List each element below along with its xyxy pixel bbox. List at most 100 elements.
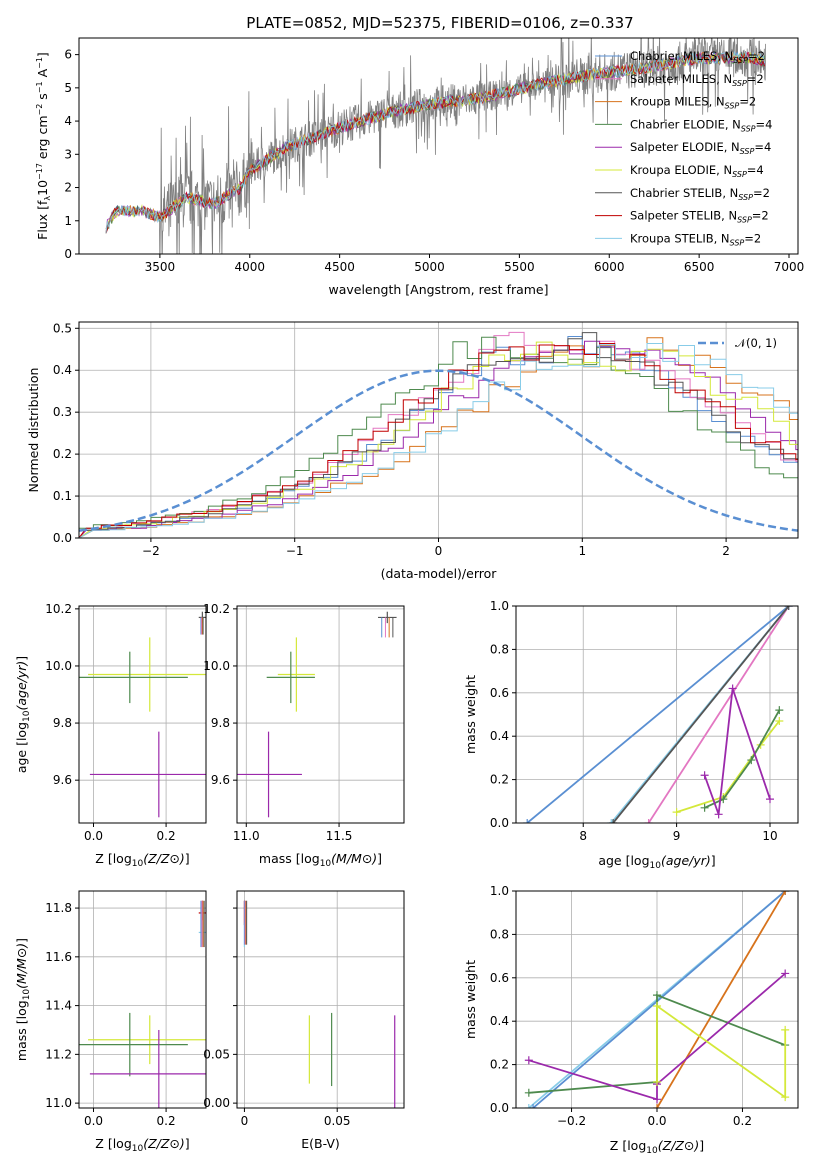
series-chabrier-miles (532, 891, 786, 1108)
y-tick-label: 10.2 (203, 602, 230, 616)
y-tick-label: 0.05 (203, 1047, 230, 1061)
histogram-chabrier-stelib (79, 332, 798, 538)
y-tick-label: 10.0 (203, 659, 230, 673)
panel-1: 3500 4000 4500 5000 5500 6000 6500 7000 0 1 2 3 4 5 6 C… (35, 37, 805, 297)
axes-frame (236, 890, 405, 1109)
x-tick-label: 8 (579, 829, 587, 843)
x-tick-label: −0.2 (557, 1114, 586, 1128)
legend: 𝒩(0, 1) (698, 336, 777, 350)
histogram-kroupa-miles (79, 337, 798, 538)
histogram-salpeter-stelib (79, 343, 798, 538)
y-tick-label: 11.4 (45, 999, 72, 1013)
marker-salpeter-elodie (714, 810, 723, 819)
y-tick-label: 0.4 (53, 363, 72, 377)
y-tick-label: 10.2 (45, 602, 72, 616)
panel-3: 0.0 0.2 9.6 9.8 10.0 10.2 Z [log10(Z/Z⊙)] age [… (14, 602, 207, 869)
y-tick-label: 0.00 (203, 1096, 230, 1110)
y-tick-label: 0.4 (490, 729, 509, 743)
plot-area (237, 611, 397, 818)
y-tick-label: 0.2 (490, 773, 509, 787)
series-chabrier-stelib (612, 606, 790, 823)
x-tick-label: 5500 (504, 260, 535, 274)
x-axis-label: Z [log10(Z/Z⊙)] (95, 851, 189, 869)
marker-chabrier-elodie (653, 991, 661, 1000)
marker-kroupa-stelib (607, 819, 616, 823)
marker-kroupa-elodie (653, 1077, 661, 1086)
series-salpeter-elodie (703, 688, 771, 815)
observed-spectrum (105, 38, 766, 254)
legend-label-chabrier-elodie: Chabrier ELODIE, NSSP=4 (630, 117, 772, 133)
axes-frame (236, 605, 405, 824)
legend-label-salpeter-elodie: Salpeter ELODIE, NSSP=4 (630, 140, 771, 156)
y-axis-label: Flux [fλ10−17 erg cm−2 s−1 A−1] (35, 52, 52, 240)
marker-chabrier-miles (523, 819, 532, 823)
y-axis-label: age [log10(age/yr)] (14, 656, 32, 773)
plot-area (79, 331, 798, 538)
y-tick-label: 11.0 (45, 1096, 72, 1110)
marker-salpeter-elodie (653, 1095, 661, 1104)
x-axis-label: wavelength [Angstrom, rest frame] (328, 282, 548, 297)
y-tick-label: 0 (64, 247, 72, 261)
marker-salpeter-miles (644, 819, 653, 823)
y-axis-label: mass [log10(M/M⊙)] (14, 938, 32, 1061)
panel-4: 11.0 11.5 9.6 9.8 10.0 10.2 mass [log10(M/M⊙)] (203, 602, 405, 869)
marker-kroupa-elodie (775, 717, 784, 726)
marker-chabrier-stelib (609, 819, 618, 823)
marker-salpeter-elodie (524, 1056, 533, 1065)
legend-label-chabrier-stelib: Chabrier STELIB, NSSP=2 (630, 186, 770, 202)
x-tick-label: 5000 (414, 260, 445, 274)
y-tick-label: 0.3 (53, 405, 72, 419)
y-axis-label: mass weight (463, 960, 478, 1039)
legend-label-salpeter-stelib: Salpeter STELIB, NSSP=2 (630, 209, 769, 225)
x-tick-label: 0 (435, 544, 443, 558)
x-tick-label: 11.0 (233, 829, 260, 843)
marker-chabrier-elodie (524, 1088, 533, 1097)
x-tick-label: 0.2 (157, 1114, 176, 1128)
legend-label-chabrier-miles: Chabrier MILES, NSSP=2 (630, 49, 765, 65)
y-tick-label: 0.8 (490, 927, 509, 941)
x-tick-label: 7000 (774, 260, 805, 274)
plot-area (105, 38, 766, 254)
y-tick-label: 9.6 (211, 773, 230, 787)
y-tick-label: 11.2 (45, 1047, 72, 1061)
axes-frame (78, 37, 799, 255)
x-axis-label: (data-model)/error (381, 566, 498, 581)
marker-kroupa-stelib (524, 1104, 533, 1108)
y-tick-label: 1.0 (490, 884, 509, 898)
x-tick-label: 0 (241, 1114, 249, 1128)
x-axis-label: age [log10(age/yr)] (598, 853, 715, 871)
legend-label-kroupa-miles: Kroupa MILES, NSSP=2 (630, 95, 756, 111)
legend-label-kroupa-elodie: Kroupa ELODIE, NSSP=4 (630, 163, 764, 179)
marker-kroupa-elodie (781, 1093, 790, 1102)
x-tick-label: 0.05 (324, 1114, 351, 1128)
x-tick-label: 11.5 (326, 829, 353, 843)
panel-8: −0.2 0.0 0.2 0.0 0.2 0.4 0.6 0.8 1.0 Z [log10(Z/Z… (463, 884, 799, 1156)
y-tick-label: 10.0 (45, 659, 72, 673)
x-tick-label: 2 (722, 544, 730, 558)
y-tick-label: 1.0 (490, 599, 509, 613)
legend-label-kroupa-stelib: Kroupa STELIB, NSSP=2 (630, 231, 761, 247)
x-tick-label: 9 (673, 829, 681, 843)
x-axis-label: E(B-V) (301, 1136, 340, 1151)
x-axis-label: Z [log10(Z/Z⊙)] (95, 1136, 189, 1154)
y-tick-label: 11.8 (45, 901, 72, 915)
y-tick-label: 1 (64, 214, 72, 228)
marker-salpeter-elodie (781, 969, 790, 978)
model-kroupa-stelib (105, 50, 766, 234)
y-tick-label: 0.0 (490, 1101, 509, 1115)
y-tick-label: 5 (64, 81, 72, 95)
series-kroupa-elodie (676, 720, 781, 813)
marker-chabrier-elodie (775, 706, 784, 715)
x-tick-label: 6500 (684, 260, 715, 274)
figure-title: PLATE=0852, MJD=52375, FIBERID=0106, z=0… (246, 14, 633, 32)
y-tick-label: 0.0 (53, 531, 72, 545)
y-tick-label: 11.6 (45, 950, 72, 964)
marker-chabrier-elodie (700, 803, 709, 812)
histogram-salpeter-miles (79, 331, 798, 538)
series-chabrier-miles (526, 606, 790, 823)
panel-7: 0 0.05 0.00 0.05 E(B-V) (203, 890, 405, 1151)
x-tick-label: 0.0 (647, 1114, 666, 1128)
normal-curve (79, 369, 798, 532)
x-tick-label: 0.2 (733, 1114, 752, 1128)
